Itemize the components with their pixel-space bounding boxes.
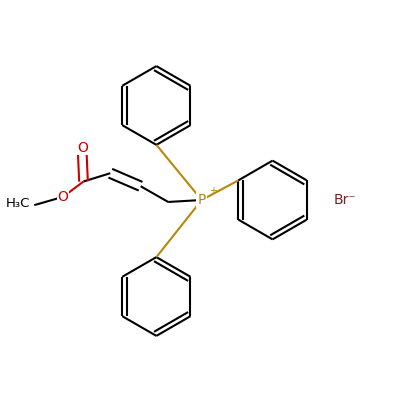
Text: Br⁻: Br⁻ xyxy=(334,193,357,207)
Text: P: P xyxy=(198,193,206,207)
Text: H₃C: H₃C xyxy=(6,197,30,210)
Text: O: O xyxy=(77,141,88,155)
Text: +: + xyxy=(209,186,217,196)
Text: O: O xyxy=(58,190,68,204)
